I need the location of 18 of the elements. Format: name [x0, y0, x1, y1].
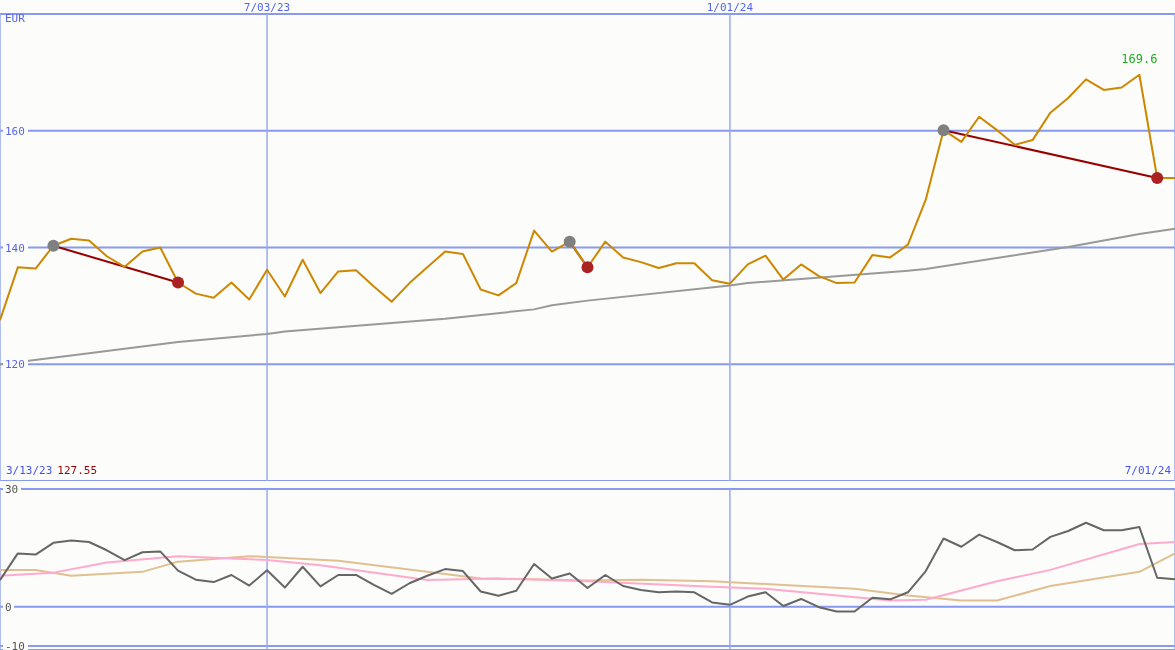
line-series [0, 552, 1175, 602]
y-tick-label: 160 [5, 124, 25, 138]
x-tick-label: 1/01/24 [706, 1, 754, 14]
y-tick-label: -10 [5, 640, 25, 650]
y-axis-title: EUR [5, 12, 25, 25]
y-tick-label: 140 [5, 241, 25, 255]
y-tick-label: 120 [5, 358, 25, 372]
annotation: 7/01/24 [1123, 464, 1171, 477]
line-series [0, 227, 1175, 366]
annotation: 3/13/23 [6, 464, 53, 477]
annotation: 169.6 [1121, 51, 1158, 66]
annotation: 127.55 [57, 464, 98, 477]
line-series [0, 541, 1175, 602]
line-series [0, 521, 1175, 613]
x-tick-label: 7/03/23 [243, 1, 291, 14]
line-series [0, 73, 1175, 322]
y-tick-label: 0 [5, 600, 12, 614]
y-tick-label: 30 [5, 483, 19, 496]
